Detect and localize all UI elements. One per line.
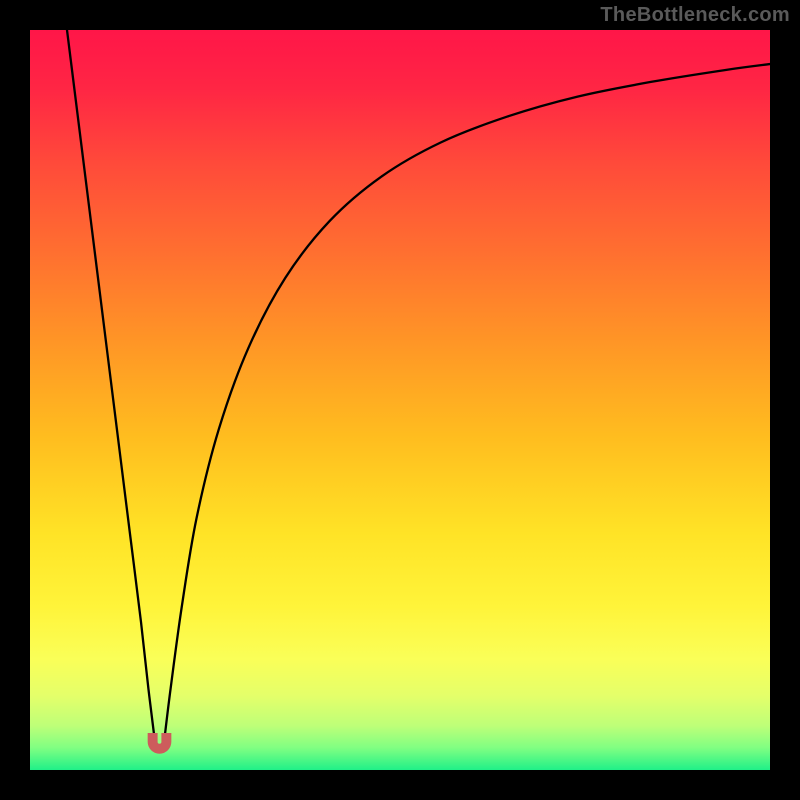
- chart-svg: [0, 0, 800, 800]
- plot-background: [30, 30, 770, 770]
- watermark-text: TheBottleneck.com: [600, 4, 790, 27]
- chart-stage: TheBottleneck.com: [0, 0, 800, 800]
